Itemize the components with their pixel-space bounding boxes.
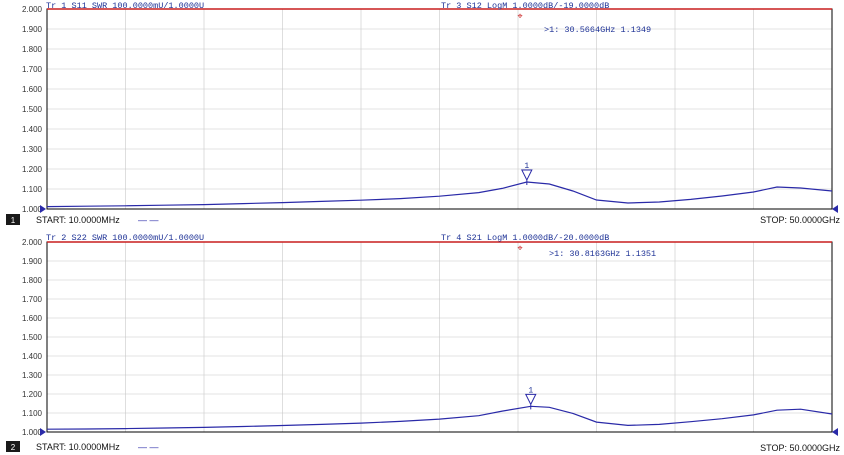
reference-right-arrow-icon	[832, 205, 838, 213]
y-tick-label: 1.200	[22, 165, 43, 174]
y-tick-label: 1.900	[22, 25, 43, 34]
stop-frequency[interactable]: STOP: 50.0000GHz	[760, 215, 840, 225]
y-tick-label: 1.200	[22, 390, 43, 399]
marker-label: 1	[524, 162, 529, 171]
y-tick-label: 2.000	[22, 238, 43, 247]
trace-4-header[interactable]: Tr 4 S21 LogM 1.0000dB/-20.0000dB	[441, 233, 609, 243]
trace-3-header[interactable]: Tr 3 S12 LogM 1.0000dB/-19.0000dB	[441, 1, 609, 11]
y-tick-label: 1.100	[22, 409, 43, 418]
reference-left-arrow-icon	[40, 428, 46, 436]
marker-triangle-icon	[521, 169, 533, 186]
channel-1-panel: 2.000 1.900 1.800 1.700 1.600 1.500 1.400 1.300…	[0, 0, 844, 227]
y-tick-label: 1.500	[22, 333, 43, 342]
stop-frequency[interactable]: STOP: 50.0000GHz	[760, 443, 840, 453]
y-axis-ticks: 2.000 1.900 1.800 1.700 1.600 1.500 1.400 1.300…	[22, 238, 43, 437]
y-tick-label: 1.600	[22, 314, 43, 323]
start-dashes: — —	[138, 215, 159, 225]
y-tick-label: 2.000	[22, 5, 43, 14]
trace-2-header[interactable]: Tr 2 S22 SWR 100.0000mU/1.0000U	[46, 233, 204, 243]
y-tick-label: 1.000	[22, 205, 43, 214]
y-tick-label: 1.600	[22, 85, 43, 94]
marker-readout: >1: 30.8163GHz 1.1351	[549, 249, 656, 259]
y-tick-label: 1.500	[22, 105, 43, 114]
start-dashes: — —	[138, 442, 159, 452]
y-tick-label: 1.800	[22, 45, 43, 54]
y-tick-label: 1.800	[22, 276, 43, 285]
marker-triangle-icon	[524, 393, 537, 410]
channel-1-plot[interactable]: 2.000 1.900 1.800 1.700 1.600 1.500 1.400 1.300…	[0, 0, 844, 227]
y-tick-label: 1.400	[22, 352, 43, 361]
reference-marker-icon: ⌖	[517, 11, 522, 21]
marker-1[interactable]: 1	[521, 162, 533, 186]
start-frequency[interactable]: START: 10.0000MHz	[36, 442, 120, 452]
marker-readout: >1: 30.5664GHz 1.1349	[544, 25, 651, 35]
channel-number-badge[interactable]	[6, 214, 20, 225]
grid	[47, 242, 832, 432]
reference-marker-icon: ⌖	[517, 243, 522, 253]
y-tick-label: 1.400	[22, 125, 43, 134]
grid	[47, 9, 832, 209]
y-tick-label: 1.700	[22, 65, 43, 74]
start-frequency[interactable]: START: 10.0000MHz	[36, 215, 120, 225]
channel-number: 2	[11, 443, 16, 452]
channel-2-plot[interactable]: 2.000 1.900 1.800 1.700 1.600 1.500 1.400 1.300…	[0, 227, 844, 455]
channel-number-badge[interactable]	[6, 441, 20, 452]
s11-swr-trace	[46, 181, 833, 208]
y-tick-label: 1.100	[22, 185, 43, 194]
reference-left-arrow-icon	[40, 205, 46, 213]
marker-1[interactable]: 1	[524, 386, 537, 410]
channel-number: 1	[11, 216, 16, 225]
reference-right-arrow-icon	[832, 428, 838, 436]
y-axis-ticks: 2.000 1.900 1.800 1.700 1.600 1.500 1.400 1.300…	[22, 5, 43, 214]
y-tick-label: 1.000	[22, 428, 43, 437]
s22-swr-trace	[46, 405, 833, 430]
y-tick-label: 1.300	[22, 145, 43, 154]
y-tick-label: 1.700	[22, 295, 43, 304]
channel-2-panel: 2.000 1.900 1.800 1.700 1.600 1.500 1.400 1.300…	[0, 227, 844, 455]
y-tick-label: 1.300	[22, 371, 43, 380]
y-tick-label: 1.900	[22, 257, 43, 266]
marker-label: 1	[528, 386, 533, 395]
trace-1-header[interactable]: Tr 1 S11 SWR 100.0000mU/1.0000U	[46, 1, 204, 11]
